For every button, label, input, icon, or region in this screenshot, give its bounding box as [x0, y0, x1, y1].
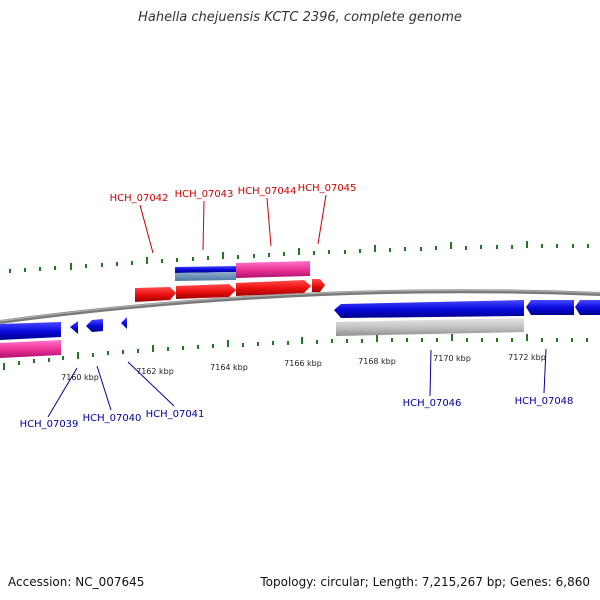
map-title: Hahella chejuensis KCTC 2396, complete g…	[138, 10, 462, 25]
feature-bar-grey	[336, 318, 524, 336]
gene-arrow-blue	[121, 317, 127, 329]
gene-arrow-blue	[70, 321, 78, 334]
feature-bar-steel	[175, 272, 236, 281]
accession-text: Accession: NC_007645	[8, 575, 145, 589]
inner-tick-ring	[3, 334, 588, 370]
feature-bar-pink	[0, 340, 61, 358]
reverse-strand-features	[0, 300, 600, 358]
gene-label-hch-07043[interactable]: HCH_07043	[175, 189, 234, 200]
outer-tick-ring	[9, 241, 589, 273]
gene-arrow-red	[176, 284, 236, 299]
genome-backbone	[0, 289, 600, 324]
feature-bar-pink	[236, 261, 310, 278]
gene-arrow-blue	[86, 319, 103, 332]
gene-label-hch-07048[interactable]: HCH_07048	[515, 396, 574, 407]
gene-arrow-blue	[334, 300, 524, 318]
gene-label-hch-07039[interactable]: HCH_07039	[20, 419, 79, 430]
kbp-label: 7162 kbp	[136, 367, 174, 376]
gene-label-hch-07041[interactable]: HCH_07041	[146, 409, 205, 420]
forward-strand-features	[135, 261, 325, 302]
genome-backbone-highlight	[0, 289, 600, 322]
reverse-leader-lines	[47, 348, 547, 418]
gene-label-hch-07046[interactable]: HCH_07046	[403, 398, 462, 409]
gene-arrow-blue	[575, 300, 600, 315]
kbp-labels: 7160 kbp 7162 kbp 7164 kbp 7166 kbp 7168…	[61, 353, 546, 382]
forward-gene-labels: HCH_07042 HCH_07043 HCH_07044 HCH_07045	[110, 183, 357, 204]
kbp-label: 7168 kbp	[358, 357, 396, 366]
forward-leader-lines	[139, 194, 327, 254]
feature-bar-blue	[175, 266, 236, 273]
gene-label-hch-07045[interactable]: HCH_07045	[298, 183, 357, 194]
kbp-label: 7166 kbp	[284, 359, 322, 368]
kbp-label: 7164 kbp	[210, 363, 248, 372]
gene-label-hch-07042[interactable]: HCH_07042	[110, 193, 169, 204]
gene-arrow-red	[312, 279, 325, 292]
kbp-label: 7160 kbp	[61, 373, 99, 382]
gene-label-hch-07044[interactable]: HCH_07044	[238, 186, 297, 197]
gene-arrow-red	[135, 287, 176, 302]
gene-arrow-red	[236, 280, 311, 296]
reverse-gene-labels: HCH_07039 HCH_07040 HCH_07041 HCH_07046 …	[20, 396, 574, 430]
gene-arrow-blue	[0, 322, 61, 340]
gene-arrow-blue	[526, 300, 574, 315]
genome-summary-text: Topology: circular; Length: 7,215,267 bp…	[260, 575, 590, 589]
gene-label-hch-07040[interactable]: HCH_07040	[83, 413, 142, 424]
kbp-label: 7172 kbp	[508, 353, 546, 362]
kbp-label: 7170 kbp	[433, 354, 471, 363]
